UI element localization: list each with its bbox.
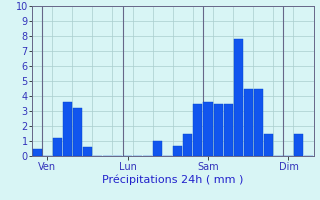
Bar bbox=[173, 146, 182, 156]
Bar bbox=[254, 88, 263, 156]
Bar bbox=[204, 102, 212, 156]
Bar bbox=[193, 104, 203, 156]
Bar bbox=[224, 104, 233, 156]
Bar bbox=[244, 88, 253, 156]
Bar bbox=[213, 104, 223, 156]
Bar bbox=[234, 39, 243, 156]
Bar bbox=[294, 134, 303, 156]
Bar bbox=[33, 148, 42, 156]
Bar bbox=[153, 141, 162, 156]
X-axis label: Précipitations 24h ( mm ): Précipitations 24h ( mm ) bbox=[102, 174, 244, 185]
Bar bbox=[52, 138, 62, 156]
Bar bbox=[73, 108, 82, 156]
Bar bbox=[264, 134, 273, 156]
Bar bbox=[83, 147, 92, 156]
Bar bbox=[63, 102, 72, 156]
Bar bbox=[183, 134, 192, 156]
